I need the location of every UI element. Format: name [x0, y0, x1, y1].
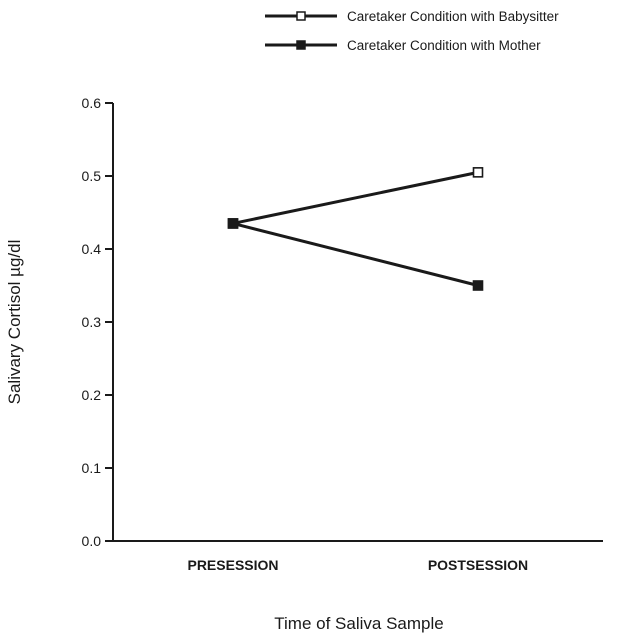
legend: Caretaker Condition with Babysitter Care… [265, 9, 559, 53]
y-axis-title: Salivary Cortisol µg/dl [5, 240, 24, 405]
x-axis-title: Time of Saliva Sample [274, 614, 443, 633]
y-tick-label: 0.1 [82, 460, 102, 476]
y-ticks: 0.0 0.1 0.2 0.3 0.4 0.5 0.6 [82, 95, 113, 549]
y-tick-label: 0.0 [82, 533, 102, 549]
data-point-mother [472, 280, 484, 291]
y-tick-label: 0.2 [82, 387, 102, 403]
series-layer [227, 167, 484, 291]
y-tick-label: 0.5 [82, 168, 102, 184]
y-tick-label: 0.4 [82, 241, 102, 257]
legend-item-mother: Caretaker Condition with Mother [265, 38, 541, 53]
legend-label-mother: Caretaker Condition with Mother [347, 38, 541, 53]
legend-label-babysitter: Caretaker Condition with Babysitter [347, 9, 559, 24]
series-line-mother [232, 221, 479, 287]
x-ticks: PRESESSION POSTSESSION [187, 557, 528, 573]
y-tick-label: 0.3 [82, 314, 102, 330]
x-tick-label: PRESESSION [187, 557, 278, 573]
data-point-babysitter [472, 167, 484, 178]
y-tick-label: 0.6 [82, 95, 102, 111]
series-line-babysitter [232, 170, 479, 225]
x-tick-label: POSTSESSION [428, 557, 528, 573]
data-point-mother [227, 218, 239, 229]
legend-marker-mother [296, 40, 306, 50]
legend-marker-babysitter [296, 11, 306, 21]
legend-item-babysitter: Caretaker Condition with Babysitter [265, 9, 559, 24]
